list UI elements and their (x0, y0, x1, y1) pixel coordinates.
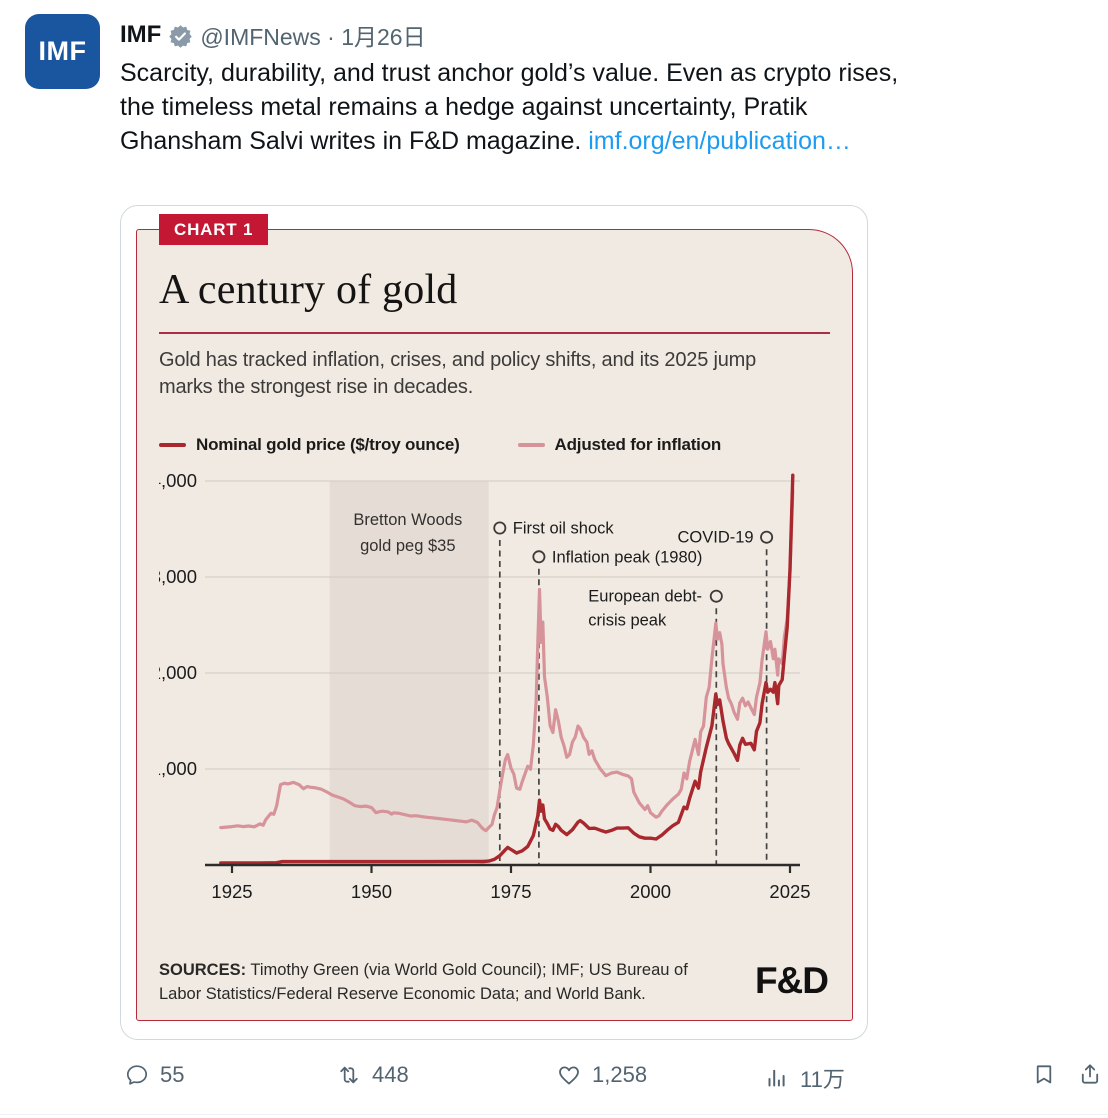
chart-subtitle: Gold has tracked inflation, crises, and … (159, 349, 757, 398)
share-button[interactable] (1078, 1062, 1102, 1086)
legend-label-nominal: Nominal gold price ($/troy ounce) (196, 435, 460, 454)
legend-swatch-real (517, 443, 545, 447)
svg-text:4,000: 4,000 (159, 470, 197, 491)
legend-item-real: Adjusted for inflation (517, 435, 722, 455)
tweet-image[interactable]: CHART 1 A century of gold Gold has track… (120, 205, 868, 1040)
tweet-header: IMF @IMFNews · 1月26日 (120, 18, 426, 52)
plot-area: 1,000 2,000 3,000 4,000 Bretton Woods gold pe… (151, 467, 830, 922)
svg-text:Inflation peak (1980): Inflation peak (1980) (552, 548, 702, 566)
title-rule (159, 332, 830, 334)
like-button[interactable]: 1,258 (557, 1062, 647, 1088)
author-name[interactable]: IMF (120, 21, 162, 48)
gold-chart-svg: 1,000 2,000 3,000 4,000 Bretton Woods gold pe… (151, 470, 811, 902)
tweet-link[interactable]: imf.org/en/publication… (588, 127, 851, 155)
tweet-text: Scarcity, durability, and trust anchor g… (120, 56, 1105, 158)
bookmark-button[interactable] (1032, 1062, 1056, 1086)
repost-button[interactable]: 448 (337, 1062, 409, 1088)
reply-icon (126, 1065, 148, 1085)
chart-legend: Nominal gold price ($/troy ounce) Adjust… (159, 435, 830, 455)
svg-text:First oil shock: First oil shock (513, 520, 615, 538)
svg-text:3,000: 3,000 (159, 566, 197, 587)
bookmark-icon (1036, 1065, 1052, 1084)
views-icon (768, 1069, 785, 1087)
views-button[interactable]: 11万 (765, 1062, 845, 1094)
svg-text:2,000: 2,000 (159, 662, 197, 683)
svg-text:1925: 1925 (211, 881, 252, 902)
verified-badge-icon (169, 24, 193, 48)
chart-number-badge: CHART 1 (159, 214, 269, 245)
avatar[interactable]: IMF (25, 14, 100, 89)
svg-text:1975: 1975 (490, 881, 531, 902)
reply-count: 55 (160, 1062, 185, 1087)
svg-text:2000: 2000 (630, 881, 671, 902)
fd-magazine-logo: F&D (754, 960, 829, 1001)
svg-text:gold peg $35: gold peg $35 (360, 537, 455, 555)
like-count: 1,258 (592, 1062, 648, 1087)
svg-text:Bretton Woods: Bretton Woods (353, 511, 462, 529)
chart-card: CHART 1 A century of gold Gold has track… (136, 214, 853, 1021)
svg-text:COVID-19: COVID-19 (677, 529, 753, 547)
svg-text:crisis peak: crisis peak (588, 612, 667, 630)
legend-swatch-nominal (159, 443, 186, 447)
views-count: 11万 (800, 1067, 845, 1092)
chart-title: A century of gold (159, 267, 458, 313)
svg-text:2025: 2025 (769, 881, 810, 902)
chart-card-inner: A century of gold Gold has tracked infla… (151, 230, 830, 1020)
svg-text:European debt-: European debt- (588, 588, 702, 606)
engagement-bar: 55 448 1,258 11万 (120, 1062, 1105, 1106)
avatar-label: IMF (38, 36, 87, 66)
like-icon (559, 1066, 579, 1085)
svg-text:1950: 1950 (351, 881, 392, 902)
sources-note: SOURCES: Timothy Green (via World Gold C… (159, 958, 719, 1006)
sources-text: Timothy Green (via World Gold Council); … (159, 961, 688, 1003)
share-icon (1081, 1064, 1099, 1084)
tweet-separator (0, 1114, 1108, 1115)
tweet-body: Scarcity, durability, and trust anchor g… (120, 59, 899, 155)
legend-item-nominal: Nominal gold price ($/troy ounce) (159, 435, 460, 455)
sources-label: SOURCES: (159, 961, 247, 979)
repost-icon (340, 1066, 358, 1084)
legend-label-real: Adjusted for inflation (554, 435, 722, 454)
repost-count: 448 (372, 1062, 409, 1087)
svg-text:1,000: 1,000 (159, 758, 197, 779)
reply-button[interactable]: 55 (125, 1062, 184, 1088)
handle-and-date[interactable]: @IMFNews · 1月26日 (200, 24, 426, 50)
